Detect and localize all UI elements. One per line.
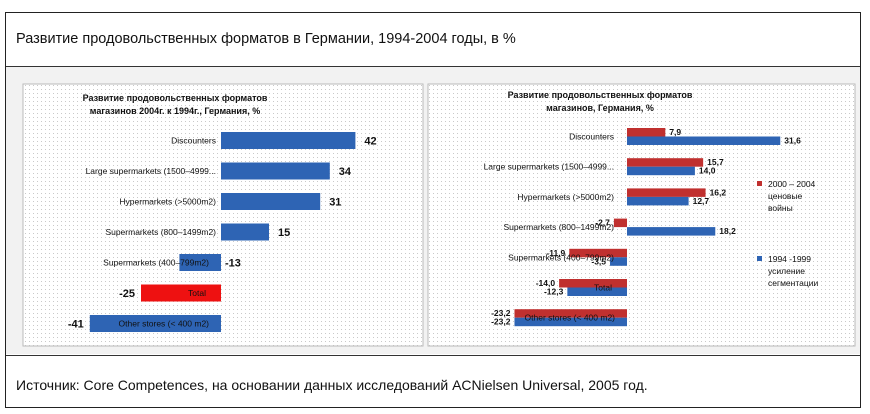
legend-label-1-2: сегментации (768, 278, 818, 288)
bar-1 (221, 162, 330, 180)
bar-blue-3 (627, 227, 716, 236)
value-label-blue-1: 14,0 (699, 166, 716, 176)
bar-0 (221, 132, 356, 149)
value-label-blue-4: -3,5 (591, 256, 606, 266)
bar-red-2 (627, 188, 706, 197)
figure-header: Развитие продовольственных форматов в Ге… (6, 13, 860, 67)
value-label-red-4: -11,9 (546, 248, 565, 258)
category-label-6: Other stores (< 400 m2) (525, 313, 616, 323)
bar-2 (221, 193, 321, 210)
chart-left-title-line1: Развитие продовольственных форматов (83, 93, 268, 103)
value-label-6: -41 (68, 319, 84, 331)
value-label-blue-3: 18,2 (719, 226, 736, 236)
bar-red-6 (514, 309, 627, 318)
category-label-1: Large supermarkets (1500–4999... (484, 162, 614, 172)
category-label-4: Supermarkets (400–799m2) (508, 252, 614, 262)
value-label-red-0: 7,9 (669, 127, 681, 137)
bar-4 (179, 254, 221, 271)
category-label-0: Discounters (171, 136, 216, 146)
bar-blue-1 (627, 166, 695, 176)
bar-red-1 (627, 158, 704, 167)
chart-left: Развитие продовольственных форматов магаз… (22, 83, 424, 347)
chart-left-plot-area (22, 83, 424, 347)
legend-swatch-1 (757, 256, 762, 261)
legend-label-0-0: 2000 – 2004 (768, 179, 816, 189)
legend-label-0-2: войны (768, 203, 793, 213)
bar-3 (221, 223, 269, 241)
value-label-4: -13 (225, 258, 241, 270)
bar-blue-0 (627, 136, 781, 145)
chart-right-title-line2: магазинов, Германия, % (546, 103, 654, 113)
value-label-red-2: 16,2 (710, 187, 727, 197)
legend-label-0-1: ценовые (768, 191, 803, 201)
chart-right-plot-area (427, 83, 856, 347)
figure-frame (5, 12, 861, 408)
legend-swatch-0 (757, 181, 762, 186)
bar-blue-6 (514, 317, 627, 327)
bar-6 (89, 315, 221, 332)
figure-title: Развитие продовольственных форматов в Ге… (16, 31, 516, 47)
category-label-1: Large supermarkets (1500–4999... (86, 166, 216, 176)
bar-blue-4 (610, 257, 627, 266)
legend-label-1-0: 1994 -1999 (768, 254, 811, 264)
value-label-blue-2: 12,7 (693, 196, 710, 206)
category-label-3: Supermarkets (800–1499m2) (503, 222, 614, 232)
category-label-5: Total (594, 283, 612, 293)
source-note: Источник: Core Competences, на основании… (16, 377, 648, 393)
category-label-6: Other stores (< 400 m2) (119, 319, 210, 329)
value-label-5: -25 (119, 288, 135, 300)
value-label-3: 15 (278, 227, 290, 239)
value-label-red-5: -14,0 (536, 278, 556, 288)
chart-right-legend: 2000 – 2004 ценовые войны 1994 -1999 усилени… (757, 179, 818, 288)
bar-red-5 (559, 279, 627, 288)
category-label-5: Total (188, 288, 206, 298)
bar-red-0 (627, 128, 666, 137)
bar-red-3 (613, 218, 627, 228)
value-label-red-6: -23,2 (491, 308, 511, 318)
value-label-1: 34 (339, 166, 352, 178)
bar-5 (141, 284, 221, 302)
figure-footer: Источник: Core Competences, на основании… (6, 355, 860, 408)
chart-right-title-line1: Развитие продовольственных форматов (508, 90, 693, 100)
category-label-3: Supermarkets (800–1499m2) (105, 227, 216, 237)
bar-blue-2 (627, 196, 689, 206)
value-label-blue-6: -23,2 (491, 317, 511, 327)
bar-blue-5 (567, 287, 627, 296)
legend-label-1-1: усиление (768, 266, 805, 276)
value-label-blue-0: 31,6 (784, 136, 801, 146)
value-label-0: 42 (364, 136, 376, 148)
value-label-2: 31 (329, 197, 341, 209)
chart-right: Развитие продовольственных форматов магаз… (427, 83, 856, 347)
chart-left-title-line2: магазинов 2004г. к 1994г., Германия, % (90, 106, 260, 116)
category-label-2: Hypermarkets (>5000m2) (119, 197, 216, 207)
value-label-blue-5: -12,3 (544, 287, 564, 297)
value-label-red-3: -2,7 (595, 218, 610, 228)
category-label-0: Discounters (569, 132, 614, 142)
value-label-red-1: 15,7 (707, 157, 724, 167)
category-label-2: Hypermarkets (>5000m2) (517, 192, 614, 202)
bar-red-4 (569, 248, 627, 258)
category-label-4: Supermarkets (400–799m2) (103, 258, 209, 268)
